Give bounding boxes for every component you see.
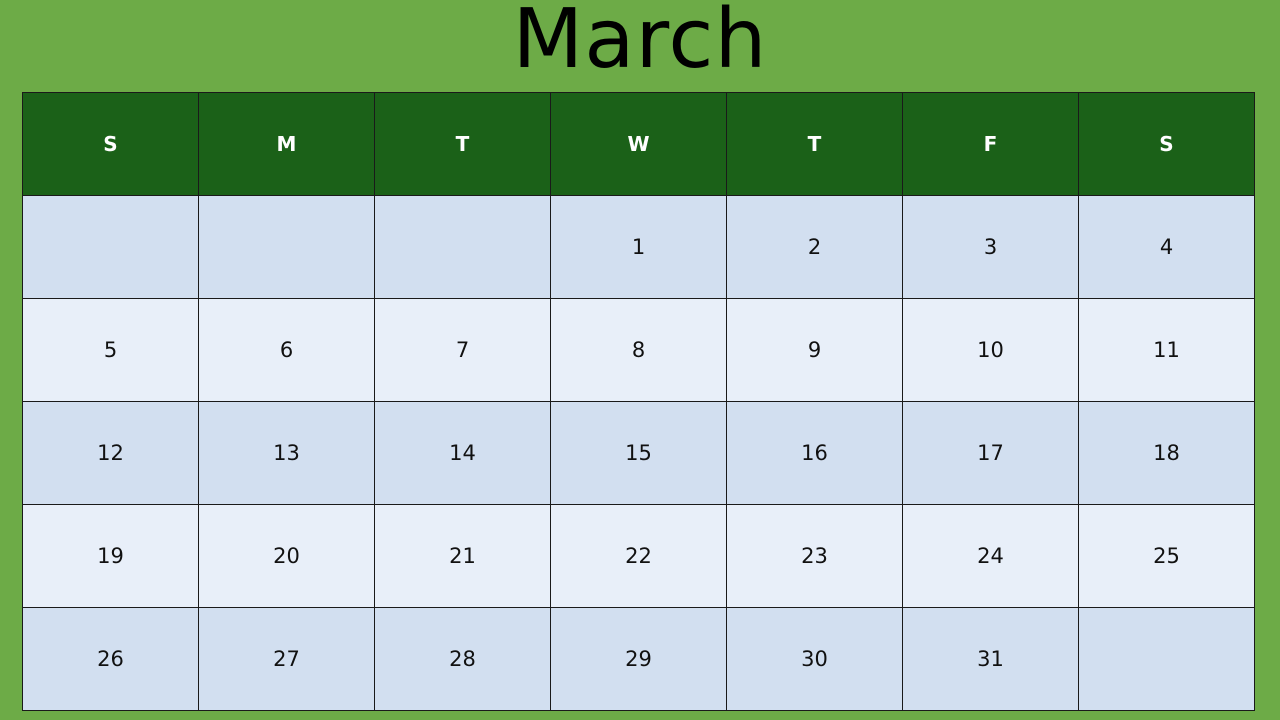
day-cell: 8 [550,298,727,402]
day-cell: 4 [1078,195,1255,299]
day-cell: 24 [902,504,1079,608]
day-cell: 27 [198,607,375,711]
day-cell: 9 [726,298,903,402]
day-cell: 14 [374,401,551,505]
day-cell: 19 [22,504,199,608]
weekday-header: W [550,92,727,196]
weekday-header-row: S M T W T F S [22,92,1255,196]
day-cell: 11 [1078,298,1255,402]
day-cell: 31 [902,607,1079,711]
weekday-header: F [902,92,1079,196]
day-cell: 25 [1078,504,1255,608]
day-cell: 16 [726,401,903,505]
day-cell: 17 [902,401,1079,505]
day-cell: 3 [902,195,1079,299]
weekday-header: T [374,92,551,196]
weekday-header: S [1078,92,1255,196]
day-cell: 1 [550,195,727,299]
day-cell: 30 [726,607,903,711]
weekday-header: S [22,92,199,196]
day-cell: 29 [550,607,727,711]
day-cell: 5 [22,298,199,402]
day-cell [374,195,551,299]
day-cell: 28 [374,607,551,711]
day-cell: 15 [550,401,727,505]
month-title: March [512,0,768,87]
day-cell [22,195,199,299]
day-cell: 18 [1078,401,1255,505]
day-cell: 2 [726,195,903,299]
day-cell: 23 [726,504,903,608]
weekday-header: M [198,92,375,196]
day-cell: 7 [374,298,551,402]
week-row: 19 20 21 22 23 24 25 [22,504,1255,608]
day-cell [198,195,375,299]
calendar-grid: S M T W T F S 1 2 3 4 5 6 7 8 9 10 11 [22,92,1255,711]
day-cell: 22 [550,504,727,608]
week-row: 12 13 14 15 16 17 18 [22,401,1255,505]
day-cell: 20 [198,504,375,608]
week-row: 26 27 28 29 30 31 [22,607,1255,711]
weekday-header: T [726,92,903,196]
day-cell [1078,607,1255,711]
day-cell: 21 [374,504,551,608]
day-cell: 13 [198,401,375,505]
day-cell: 26 [22,607,199,711]
day-cell: 10 [902,298,1079,402]
day-cell: 12 [22,401,199,505]
week-row: 1 2 3 4 [22,195,1255,299]
week-row: 5 6 7 8 9 10 11 [22,298,1255,402]
day-cell: 6 [198,298,375,402]
